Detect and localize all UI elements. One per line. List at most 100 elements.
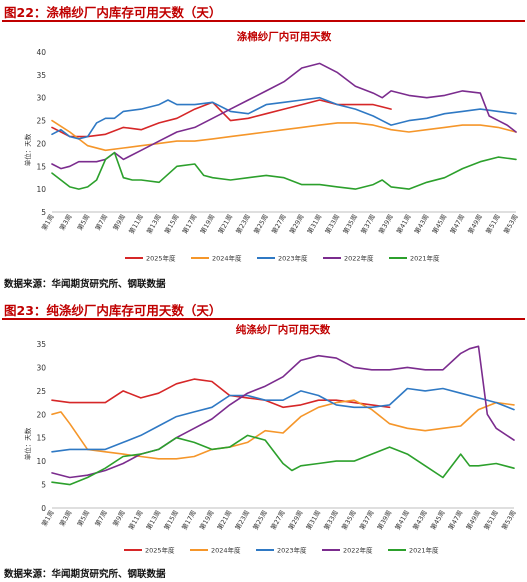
series-line-2024年度: [51, 119, 517, 152]
y-tick-label: 15: [36, 434, 46, 443]
figure-1-rule: [2, 20, 525, 22]
x-tick-label: 第45周: [428, 509, 446, 532]
chart-title: 纯涤纱厂内可用天数: [236, 323, 331, 336]
x-tick-label: 第53周: [501, 213, 519, 236]
legend-label: 2021年度: [410, 254, 440, 263]
x-tick-label: 第23周: [233, 509, 251, 532]
x-tick-label: 第13周: [144, 509, 162, 532]
figure-2-label: 图23：纯涤纱厂内库存可用天数（天）: [4, 303, 222, 318]
figure-2-source: 数据来源：华闻期货研究所、钢联数据: [4, 569, 166, 580]
x-tick-label: 第31周: [305, 213, 323, 236]
x-tick-label: 第35周: [341, 213, 359, 236]
series-line-2021年度: [51, 151, 517, 190]
x-tick-label: 第47周: [446, 509, 464, 532]
x-tick-label: 第25周: [251, 509, 269, 532]
x-tick-label: 第39周: [376, 213, 394, 236]
legend-label: 2022年度: [343, 546, 373, 555]
x-tick-label: 第27周: [268, 509, 286, 532]
y-tick-label: 10: [36, 185, 46, 194]
x-tick-label: 第43周: [410, 509, 428, 532]
x-tick-label: 第27周: [269, 213, 287, 236]
x-tick-label: 第21周: [215, 509, 233, 532]
y-axis-label: 单位：天数: [23, 427, 32, 460]
y-tick-label: 5: [41, 208, 46, 217]
x-tick-label: 第19周: [197, 509, 215, 532]
y-tick-label: 5: [41, 481, 46, 490]
x-tick-label: 第15周: [162, 213, 180, 236]
x-tick-label: 第17周: [180, 213, 198, 236]
x-tick-label: 第3周: [57, 213, 73, 232]
x-tick-label: 第11周: [127, 213, 145, 236]
x-tick-label: 第3周: [57, 509, 73, 528]
x-tick-label: 第7周: [93, 509, 109, 528]
series-line-2024年度: [51, 399, 515, 460]
x-tick-label: 第49周: [466, 213, 484, 236]
x-tick-label: 第11周: [126, 509, 144, 532]
y-tick-label: 35: [36, 340, 46, 349]
x-tick-label: 第47周: [448, 213, 466, 236]
y-tick-label: 30: [36, 94, 46, 103]
x-tick-label: 第33周: [322, 509, 340, 532]
legend-item: 2022年度: [323, 254, 374, 263]
legend-item: 2024年度: [190, 546, 241, 555]
x-tick-label: 第43周: [412, 213, 430, 236]
x-tick-label: 第23周: [234, 212, 252, 235]
legend-item: 2021年度: [388, 546, 439, 555]
legend-label: 2025年度: [145, 546, 175, 555]
y-tick-label: 15: [36, 162, 46, 171]
series-line-2021年度: [51, 434, 515, 486]
legend-item: 2025年度: [124, 546, 175, 555]
figure-1-label: 图22：涤棉纱厂内库存可用天数（天）: [4, 5, 222, 20]
x-tick-label: 第5周: [75, 213, 91, 232]
y-tick-label: 35: [36, 71, 46, 80]
chart-title: 涤棉纱厂内可用天数: [237, 30, 332, 43]
series-line-2022年度: [51, 62, 517, 170]
y-tick-label: 20: [36, 139, 46, 148]
x-tick-label: 第41周: [394, 213, 412, 236]
x-tick-label: 第15周: [162, 509, 180, 532]
x-tick-label: 第49周: [464, 509, 482, 532]
x-tick-label: 第51周: [483, 212, 501, 235]
series-line-2023年度: [51, 96, 517, 140]
legend-item: 2022年度: [322, 546, 373, 555]
legend-label: 2023年度: [277, 546, 307, 555]
legend-item: 2025年度: [125, 254, 176, 263]
y-tick-label: 10: [36, 457, 46, 466]
y-tick-label: 25: [36, 117, 46, 126]
y-axis-label: 单位：天数: [23, 133, 32, 166]
legend-label: 2021年度: [409, 546, 439, 555]
x-tick-label: 第37周: [357, 509, 375, 532]
x-tick-label: 第31周: [304, 509, 322, 532]
y-tick-label: 30: [36, 363, 46, 372]
legend-label: 2024年度: [212, 254, 242, 263]
x-tick-label: 第45周: [430, 213, 448, 236]
x-tick-label: 第37周: [359, 213, 377, 236]
legend-item: 2023年度: [257, 254, 308, 263]
legend-label: 2022年度: [344, 254, 374, 263]
x-tick-label: 第5周: [75, 509, 91, 528]
x-tick-label: 第13周: [144, 213, 162, 236]
x-tick-label: 第9周: [110, 509, 126, 528]
x-tick-label: 第39周: [375, 509, 393, 532]
legend-label: 2024年度: [211, 546, 241, 555]
legend-item: 2021年度: [389, 254, 440, 263]
x-tick-label: 第41周: [393, 509, 411, 532]
x-tick-label: 第19周: [198, 213, 216, 236]
figure-1-source: 数据来源：华闻期货研究所、钢联数据: [4, 279, 166, 290]
x-tick-label: 第51周: [482, 509, 500, 532]
x-tick-label: 第7周: [93, 213, 109, 232]
series-line-2023年度: [51, 387, 515, 453]
y-tick-label: 40: [36, 48, 46, 57]
x-tick-label: 第29周: [286, 509, 304, 532]
x-tick-label: 第25周: [251, 213, 269, 236]
legend-label: 2025年度: [146, 254, 176, 263]
x-tick-label: 第17周: [179, 509, 197, 532]
x-tick-label: 第21周: [216, 213, 234, 236]
x-tick-label: 第35周: [339, 509, 357, 532]
x-tick-label: 第33周: [323, 213, 341, 236]
legend-label: 2023年度: [278, 254, 308, 263]
x-tick-label: 第53周: [499, 509, 517, 532]
series-line-2022年度: [51, 345, 515, 479]
